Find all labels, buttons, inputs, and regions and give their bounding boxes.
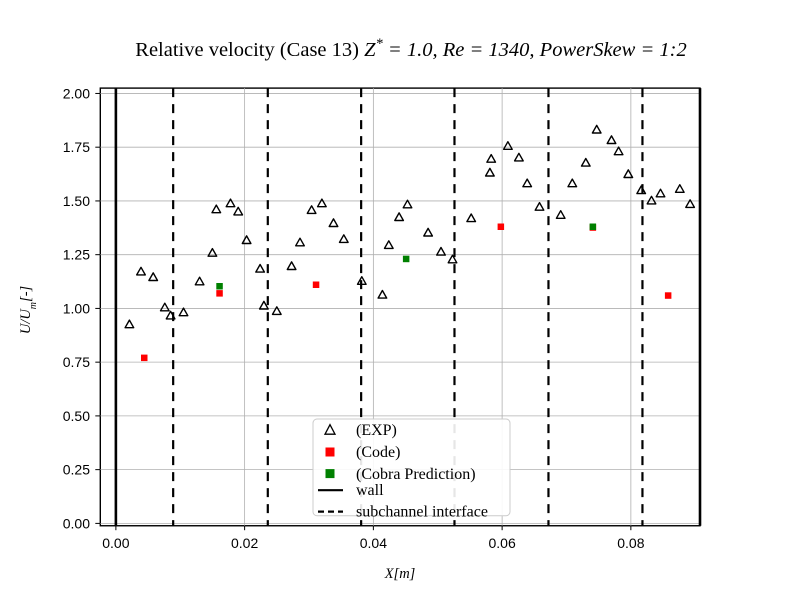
svg-text:2.00: 2.00 (63, 86, 90, 102)
svg-text:0.00: 0.00 (63, 515, 90, 531)
svg-text:0.08: 0.08 (617, 535, 644, 551)
svg-text:(EXP): (EXP) (356, 422, 397, 439)
svg-text:0.25: 0.25 (63, 462, 90, 478)
svg-text:X[m]: X[m] (384, 566, 416, 582)
svg-text:0.06: 0.06 (488, 535, 515, 551)
svg-text:0.04: 0.04 (360, 535, 387, 551)
svg-text:Relative velocity (Case 13) Z*: Relative velocity (Case 13) Z* = 1.0, Re… (135, 36, 686, 61)
svg-text:(Code): (Code) (356, 444, 400, 461)
svg-text:wall: wall (356, 482, 384, 499)
svg-text:0.50: 0.50 (63, 408, 90, 424)
svg-text:1.75: 1.75 (63, 139, 90, 155)
svg-text:1.50: 1.50 (63, 193, 90, 209)
svg-text:1.00: 1.00 (63, 300, 90, 316)
svg-text:0.75: 0.75 (63, 354, 90, 370)
svg-text:(Cobra Prediction): (Cobra Prediction) (356, 466, 476, 483)
svg-text:0.00: 0.00 (102, 535, 129, 551)
svg-text:subchannel interface: subchannel interface (356, 504, 488, 521)
svg-text:0.02: 0.02 (231, 535, 258, 551)
svg-text:1.25: 1.25 (63, 247, 90, 263)
